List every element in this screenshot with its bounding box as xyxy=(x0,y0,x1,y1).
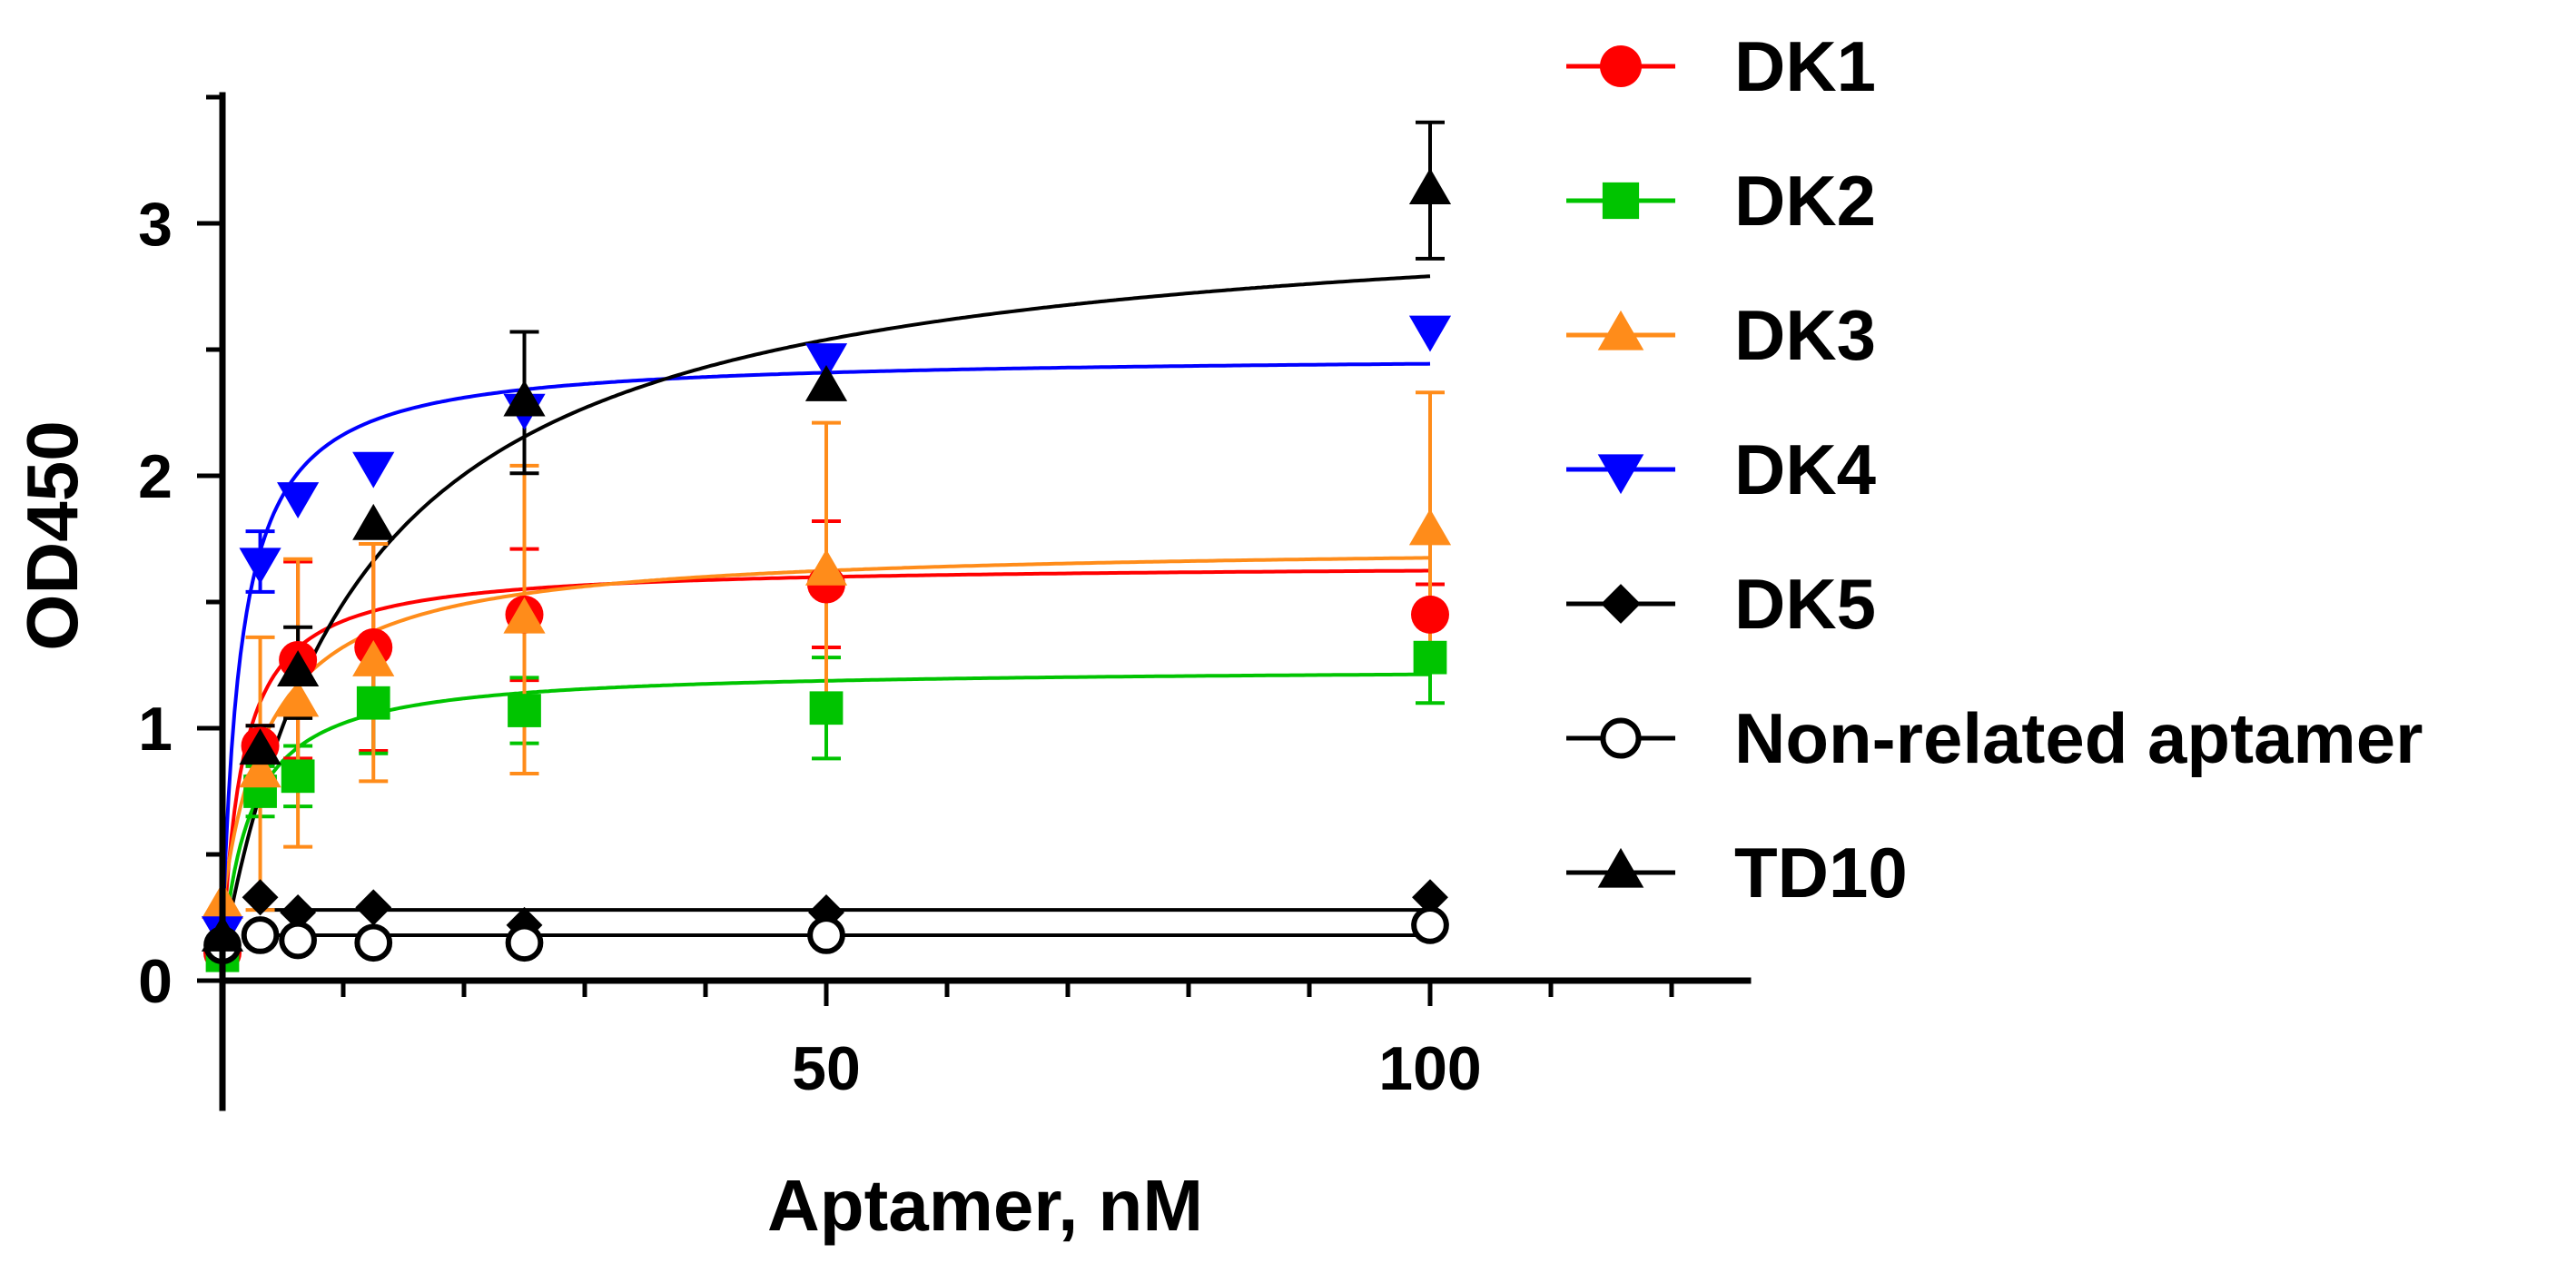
fit-curve-td10 xyxy=(221,274,1431,956)
y-tick-label: 1 xyxy=(138,695,173,764)
y-tick-label: 0 xyxy=(138,947,173,1016)
data-point-dk5 xyxy=(1412,879,1448,916)
legend-item-dk5: DK5 xyxy=(1566,564,1876,644)
data-point-dk4 xyxy=(352,451,395,488)
data-point-dk3 xyxy=(503,597,546,634)
data-point-dk3 xyxy=(277,680,320,717)
data-point-non-related-aptamer xyxy=(279,921,317,960)
legend-marker-dk2 xyxy=(1602,182,1640,220)
legend-marker-non-related-aptamer xyxy=(1600,717,1642,759)
legend-item-non-related-aptamer: Non-related aptamer xyxy=(1566,698,2423,778)
y-tick-label: 2 xyxy=(138,442,173,511)
legend-item-dk2: DK2 xyxy=(1566,161,1876,241)
data-point-dk3 xyxy=(804,548,848,586)
data-point-td10 xyxy=(503,380,546,417)
legend-item-td10: TD10 xyxy=(1566,833,1908,913)
data-point-non-related-aptamer xyxy=(1411,905,1449,944)
data-points xyxy=(201,168,1452,972)
legend-item-dk3: DK3 xyxy=(1566,295,1876,375)
data-point-dk3 xyxy=(352,639,395,676)
legend-marker-td10 xyxy=(1597,847,1644,888)
data-point-td10 xyxy=(239,728,281,765)
legend-label-dk2: DK2 xyxy=(1734,161,1876,241)
y-axis-title: OD450 xyxy=(12,420,93,650)
axis-ticks xyxy=(197,94,1674,1006)
legend: DK1 DK2 DK3 DK4 DK5 Non-related aptamer TD10 xyxy=(1566,26,2423,913)
data-point-dk5 xyxy=(280,893,317,931)
legend-label-td10: TD10 xyxy=(1734,833,1908,913)
error-bars xyxy=(245,120,1445,913)
data-point-non-related-aptamer xyxy=(505,923,544,962)
y-tick-label: 3 xyxy=(138,190,173,259)
data-point-dk2 xyxy=(356,686,390,720)
legend-marker-dk5 xyxy=(1601,584,1641,624)
data-point-non-related-aptamer xyxy=(241,916,280,954)
data-point-dk3 xyxy=(1408,508,1452,546)
data-point-td10 xyxy=(1408,168,1452,205)
legend-label-dk4: DK4 xyxy=(1734,429,1876,509)
legend-marker-dk1 xyxy=(1600,45,1642,87)
data-point-dk4 xyxy=(804,343,848,380)
data-point-dk2 xyxy=(809,691,844,725)
legend-marker-dk4 xyxy=(1597,454,1644,495)
data-point-dk4 xyxy=(277,482,320,518)
legend-label-dk1: DK1 xyxy=(1734,26,1876,106)
data-point-td10 xyxy=(352,503,395,540)
data-point-dk5 xyxy=(242,879,279,916)
data-point-dk3 xyxy=(239,751,281,788)
data-point-dk5 xyxy=(355,889,392,926)
legend-label-dk3: DK3 xyxy=(1734,295,1876,375)
data-point-td10 xyxy=(277,650,320,687)
data-point-dk2 xyxy=(281,759,315,794)
data-point-td10 xyxy=(804,364,848,401)
data-point-dk4 xyxy=(1408,315,1452,352)
legend-item-dk1: DK1 xyxy=(1566,26,1876,106)
x-tick-label: 50 xyxy=(792,1034,861,1103)
legend-label-non-related-aptamer: Non-related aptamer xyxy=(1734,698,2423,778)
axes xyxy=(219,92,1752,1111)
x-tick-label: 100 xyxy=(1378,1034,1481,1103)
x-axis-title: Aptamer, nM xyxy=(767,1165,1203,1246)
data-point-dk2 xyxy=(508,694,541,727)
legend-item-dk4: DK4 xyxy=(1566,429,1876,509)
legend-label-dk5: DK5 xyxy=(1734,564,1876,644)
legend-marker-dk3 xyxy=(1597,310,1644,350)
data-point-dk1 xyxy=(1411,595,1449,634)
tick-labels: 0 1 2 3 50 100 xyxy=(138,190,1482,1103)
data-point-dk2 xyxy=(1413,640,1447,675)
data-point-non-related-aptamer xyxy=(354,923,393,962)
data-point-non-related-aptamer xyxy=(807,916,845,954)
data-point-dk4 xyxy=(239,548,281,585)
